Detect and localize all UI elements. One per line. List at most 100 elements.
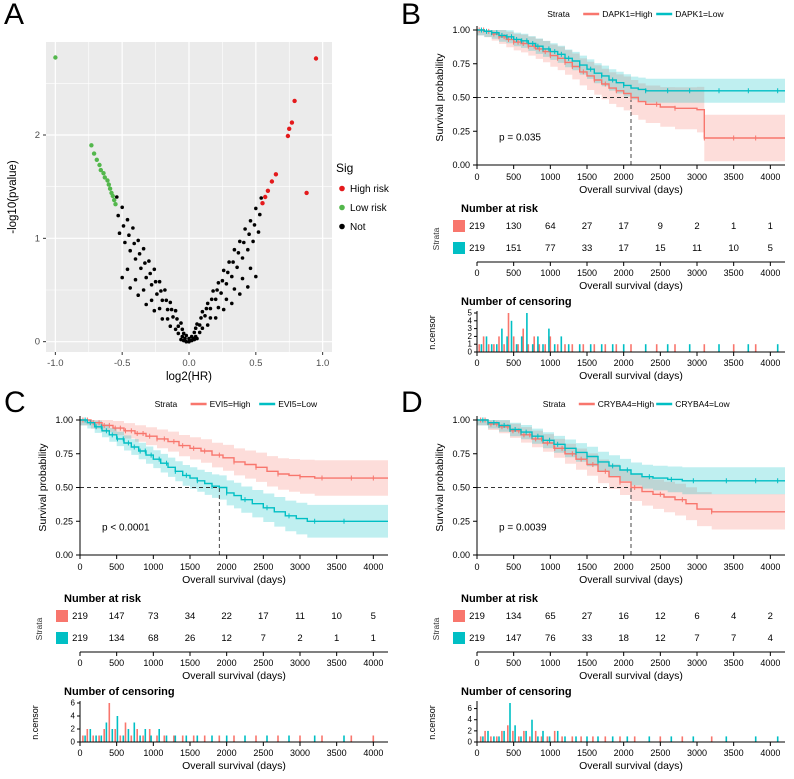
svg-text:219: 219 [469,243,485,254]
svg-text:0: 0 [468,348,473,357]
panel-letter-d: D [401,386,423,419]
volcano-panel: -1.0 -0.5 0.0 0.5 1.0 0 1 2 log2(HR) -log10(pvalu… [0,0,397,390]
svg-text:2000: 2000 [614,358,634,368]
median-lines [477,487,632,555]
svg-text:4: 4 [768,633,773,644]
svg-text:DAPK1=Low: DAPK1=Low [675,9,724,19]
svg-text:Survival probability: Survival probability [434,443,446,532]
svg-text:EVI5=Low: EVI5=Low [278,399,318,409]
ci-band-Low [80,420,388,542]
strata-swatch [56,610,68,622]
svg-text:p < 0.0001: p < 0.0001 [102,523,150,534]
strata-swatch [453,242,465,254]
svg-text:2500: 2500 [650,358,670,368]
svg-text:3000: 3000 [290,562,310,572]
svg-text:4: 4 [468,715,473,724]
svg-text:1.00: 1.00 [452,25,470,35]
svg-text:12: 12 [655,633,666,644]
svg-text:7: 7 [261,633,266,644]
svg-text:10: 10 [331,611,342,622]
svg-text:7: 7 [694,633,699,644]
svg-text:2500: 2500 [650,268,670,278]
svg-text:1: 1 [371,633,376,644]
svg-text:500: 500 [109,562,124,572]
svg-text:3500: 3500 [724,658,744,668]
panel-letter-a: A [4,0,25,31]
svg-text:500: 500 [506,358,521,368]
km-axes [473,26,785,169]
median-lines [80,487,220,555]
svg-text:27: 27 [582,221,593,232]
censor-plot: Number of censoring 0 2 4 6 n.censor 0 500 1000 1… [427,686,785,772]
svg-text:1000: 1000 [143,748,163,758]
svg-text:219: 219 [469,633,485,644]
svg-text:3500: 3500 [327,562,347,572]
svg-text:0: 0 [474,562,479,572]
svg-text:Overall survival (days): Overall survival (days) [579,670,683,682]
svg-text:Survival probability: Survival probability [434,53,446,142]
svg-text:1500: 1500 [577,268,597,278]
svg-text:1.00: 1.00 [55,415,73,425]
svg-text:1000: 1000 [540,172,560,182]
svg-text:64: 64 [545,221,556,232]
km-legend: Strata EVI5=High EVI5=Low [155,399,318,409]
km-panel-dapk1: Strata DAPK1=High DAPK1=Low 0.00 0.25 0.50 0.7… [397,0,794,390]
svg-text:Overall survival (days): Overall survival (days) [579,280,683,292]
svg-text:2000: 2000 [614,748,634,758]
svg-text:134: 134 [109,633,125,644]
svg-text:Number at risk: Number at risk [64,593,142,605]
svg-text:16: 16 [618,611,629,622]
svg-text:1500: 1500 [577,748,597,758]
km-panel-cryba4: Strata CRYBA4=High CRYBA4=Low 0.00 0.25 0.50 0… [397,390,794,779]
censor-marks-Low [84,417,345,524]
svg-text:Overall survival (days): Overall survival (days) [579,760,683,772]
svg-text:2500: 2500 [253,748,273,758]
ci-band-Low [477,420,785,499]
svg-text:0.00: 0.00 [452,550,470,560]
svg-text:Strata: Strata [431,227,441,250]
svg-text:2500: 2500 [650,172,670,182]
km-axes [473,416,785,559]
svg-text:p = 0.0039: p = 0.0039 [499,523,547,534]
svg-text:CRYBA4=High: CRYBA4=High [598,399,655,409]
svg-text:2000: 2000 [217,658,237,668]
svg-text:Overall survival (days): Overall survival (days) [579,574,683,586]
svg-text:1500: 1500 [577,658,597,668]
svg-text:Strata: Strata [431,617,441,640]
svg-text:Strata: Strata [543,399,566,409]
svg-text:1500: 1500 [577,358,597,368]
svg-text:0: 0 [468,738,473,747]
svg-text:1000: 1000 [540,358,560,368]
svg-text:77: 77 [545,243,556,254]
svg-text:3500: 3500 [724,172,744,182]
svg-text:12: 12 [221,633,232,644]
svg-text:0.5: 0.5 [249,358,262,369]
svg-text:65: 65 [545,611,556,622]
svg-text:3000: 3000 [687,358,707,368]
svg-text:500: 500 [506,268,521,278]
svg-text:log2(HR): log2(HR) [166,371,212,383]
svg-text:CRYBA4=Low: CRYBA4=Low [675,399,730,409]
svg-text:500: 500 [109,748,124,758]
strata-swatch [453,632,465,644]
strata-swatch [453,220,465,232]
svg-text:17: 17 [618,221,629,232]
km-chart-DAPK1: Strata DAPK1=High DAPK1=Low 0.00 0.25 0.50 0.7… [427,9,785,382]
svg-text:500: 500 [506,658,521,668]
volcano-axis-ticks [43,134,324,355]
km-panel-evi5: Strata EVI5=High EVI5=Low 0.00 0.25 0.50 0.75 1… [0,390,397,779]
svg-text:Overall survival (days): Overall survival (days) [182,574,286,586]
points-high-risk [260,56,319,206]
svg-text:0: 0 [35,337,40,348]
svg-text:-1.0: -1.0 [47,358,63,369]
svg-text:4000: 4000 [363,748,383,758]
svg-text:2000: 2000 [614,268,634,278]
svg-text:4000: 4000 [760,748,780,758]
svg-text:1500: 1500 [180,748,200,758]
svg-text:1: 1 [731,221,736,232]
svg-text:Overall survival (days): Overall survival (days) [182,670,286,682]
svg-text:2: 2 [768,611,773,622]
